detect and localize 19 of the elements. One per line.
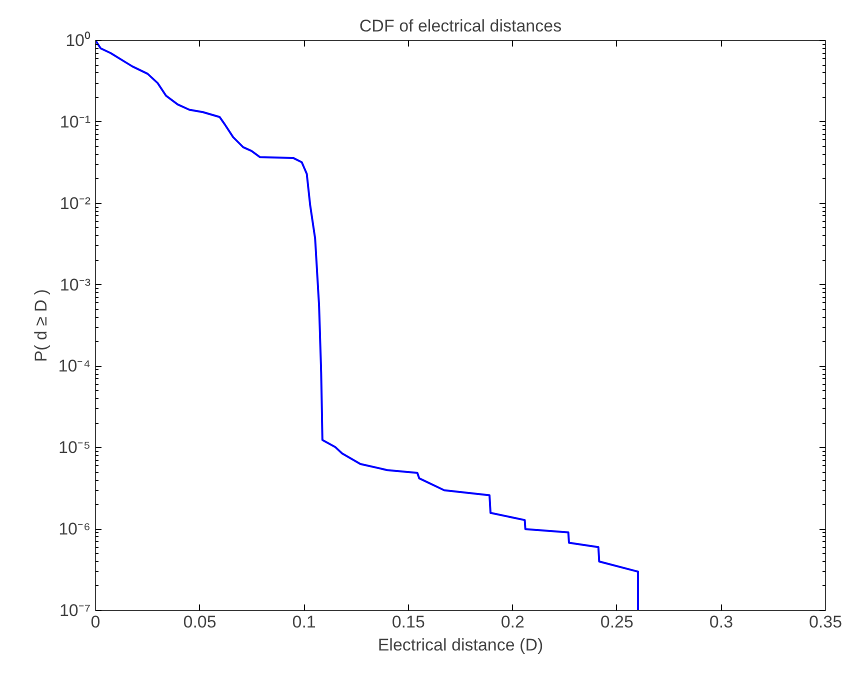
y-tick-label: 10⁻⁴ bbox=[58, 356, 91, 376]
y-tick-label: 10⁻¹ bbox=[60, 112, 91, 132]
y-tick-label: 10⁰ bbox=[66, 31, 91, 50]
x-tick-label: 0.1 bbox=[292, 612, 316, 632]
y-tick-label: 10⁻⁷ bbox=[59, 601, 90, 620]
x-tick-label: 0.15 bbox=[392, 612, 425, 632]
y-tick-label: 10⁻⁶ bbox=[58, 520, 91, 539]
x-tick-label: 0.3 bbox=[709, 612, 734, 632]
x-tick-label: 0.25 bbox=[600, 612, 634, 632]
x-tick-label: 0 bbox=[90, 612, 100, 632]
y-tick-label: 10⁻⁵ bbox=[58, 438, 91, 458]
x-tick-label: 0.35 bbox=[808, 612, 842, 632]
y-tick-label: 10⁻³ bbox=[60, 275, 91, 294]
x-tick-label: 0.2 bbox=[500, 612, 524, 632]
y-tick-label: 10⁻² bbox=[60, 194, 91, 213]
chart-title: CDF of electrical distances bbox=[359, 16, 562, 36]
x-axis-title: Electrical distance (D) bbox=[378, 636, 544, 654]
y-axis-title: P( d ≥ D ) bbox=[31, 289, 50, 362]
x-tick-label: 0.05 bbox=[183, 612, 216, 632]
